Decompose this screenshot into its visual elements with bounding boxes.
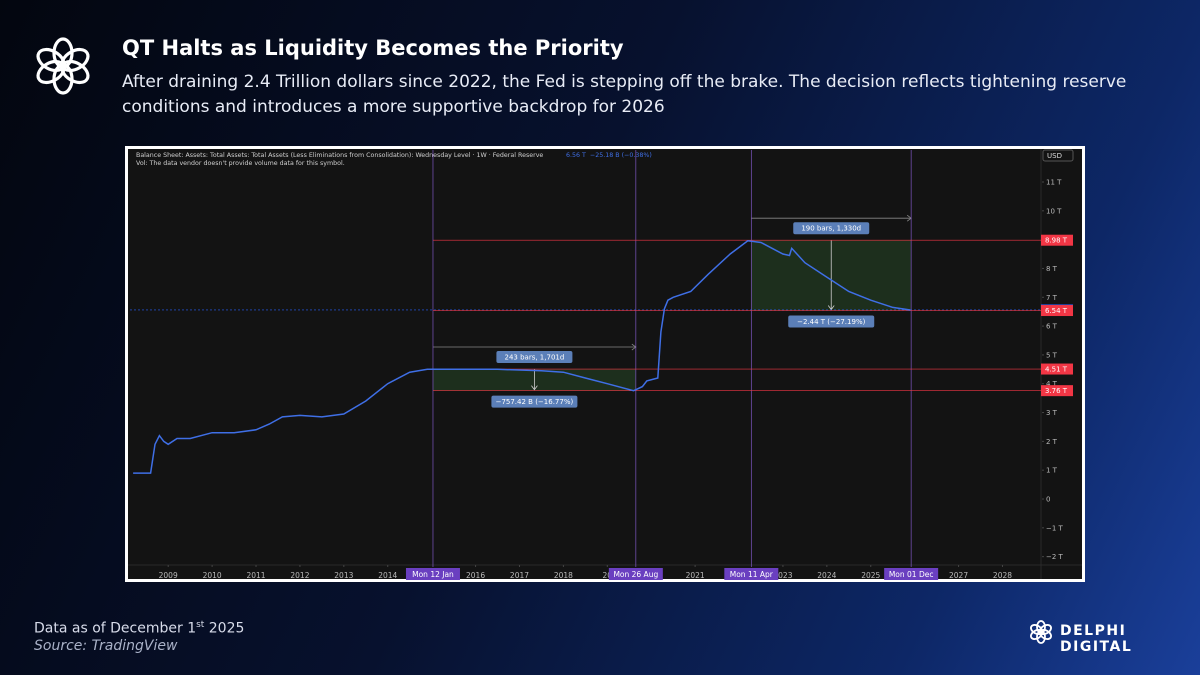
date-marker-label: Mon 11 Apr bbox=[730, 570, 774, 579]
x-tick-label: 20 bbox=[603, 571, 613, 580]
x-tick-label: 2010 bbox=[203, 571, 222, 580]
currency-box bbox=[1042, 149, 1074, 162]
date-marker-label: Mon 26 Aug bbox=[613, 570, 658, 579]
x-tick-label: 2017 bbox=[510, 571, 529, 580]
x-tick-label: 2028 bbox=[993, 571, 1012, 580]
change-label-box bbox=[491, 395, 578, 408]
currency: USD bbox=[1047, 152, 1062, 160]
date-suffix: st bbox=[196, 620, 205, 630]
date-marker-label: Mon 01 Dec bbox=[889, 570, 934, 579]
change-label-box bbox=[788, 315, 875, 328]
price-tag bbox=[1041, 234, 1073, 246]
arrow-head bbox=[531, 385, 538, 391]
date-year: 2025 bbox=[204, 620, 245, 637]
y-tick-label: 10 T bbox=[1046, 207, 1062, 215]
price-tag-label: 8.98 T bbox=[1045, 237, 1068, 245]
brand-logo bbox=[1030, 620, 1052, 644]
price-tag bbox=[1041, 385, 1073, 397]
subtitle: After draining 2.4 Trillion dollars sinc… bbox=[122, 72, 1127, 117]
legend-value: 6.56 T bbox=[566, 152, 586, 159]
brand: DELPHI DIGITAL bbox=[1060, 623, 1133, 655]
legend-title: Balance Sheet: Assets: Total Assets: Tot… bbox=[136, 152, 543, 159]
x-tick-label: 2012 bbox=[290, 571, 309, 580]
title: QT Halts as Liquidity Becomes the Priori… bbox=[122, 36, 624, 60]
y-tick-label: 0 bbox=[1046, 496, 1050, 504]
date-marker-label: Mon 12 Jan bbox=[412, 570, 454, 579]
date-text: Data as of December 1 bbox=[34, 620, 197, 637]
y-tick-label: −2 T bbox=[1046, 553, 1064, 561]
y-tick-label: 5 T bbox=[1046, 351, 1058, 359]
volume-note: Vol: The data vendor doesn't provide vol… bbox=[136, 160, 345, 167]
span-label-box bbox=[496, 351, 573, 364]
span-label: 243 bars, 1,701d bbox=[505, 354, 565, 362]
x-tick-label: 2023 bbox=[773, 571, 792, 580]
chart: Balance Sheet: Assets: Total Assets: Tot… bbox=[128, 149, 1082, 580]
logo bbox=[36, 37, 90, 95]
date-marker-box bbox=[884, 568, 939, 580]
date-marker-box bbox=[724, 568, 779, 580]
date-marker-box bbox=[405, 568, 460, 580]
y-tick-label: −1 T bbox=[1046, 524, 1064, 532]
price-tag-label: 3.76 T bbox=[1045, 387, 1068, 395]
y-tick-label: 7 T bbox=[1046, 294, 1058, 302]
span-label: 190 bars, 1,330d bbox=[801, 225, 861, 233]
x-tick-label: 2011 bbox=[246, 571, 265, 580]
y-tick-label: 2 T bbox=[1046, 438, 1058, 446]
x-tick-label: 2025 bbox=[861, 571, 880, 580]
price-tag-label: 4.51 T bbox=[1045, 366, 1068, 374]
price-tag-label: 6.54 T bbox=[1045, 307, 1068, 315]
y-tick-label: 8 T bbox=[1046, 265, 1058, 273]
x-tick-label: 2018 bbox=[554, 571, 573, 580]
span-label-box bbox=[793, 222, 870, 235]
y-tick-label: 11 T bbox=[1046, 178, 1062, 186]
source: Source: TradingView bbox=[34, 638, 178, 654]
change-label: −2.44 T (−27.19%) bbox=[797, 318, 865, 326]
x-tick-label: 2024 bbox=[817, 571, 836, 580]
legend-change: −25.18 B (−0.38%) bbox=[590, 152, 652, 159]
price-tag bbox=[1041, 363, 1073, 375]
x-tick-label: 2016 bbox=[466, 571, 485, 580]
change-label: −757.42 B (−16.77%) bbox=[496, 398, 574, 406]
chart-panel bbox=[128, 149, 1082, 579]
series-line bbox=[133, 240, 911, 474]
x-tick-label: 2009 bbox=[159, 571, 178, 580]
y-tick-label: 1 T bbox=[1046, 467, 1058, 475]
y-tick-label: 3 T bbox=[1046, 409, 1058, 417]
x-tick-label: 2027 bbox=[949, 571, 968, 580]
date-marker-box bbox=[608, 568, 663, 580]
price-tag bbox=[1041, 305, 1073, 317]
data-date: Data as of December 1st 2025 bbox=[34, 620, 244, 637]
y-tick-label: 6 T bbox=[1046, 323, 1058, 331]
y-tick-label: 4 T bbox=[1046, 380, 1058, 388]
x-tick-label: 2021 bbox=[686, 571, 705, 580]
x-tick-label: 2014 bbox=[378, 571, 397, 580]
x-tick-label: 2013 bbox=[334, 571, 353, 580]
arrow-head bbox=[827, 305, 835, 311]
